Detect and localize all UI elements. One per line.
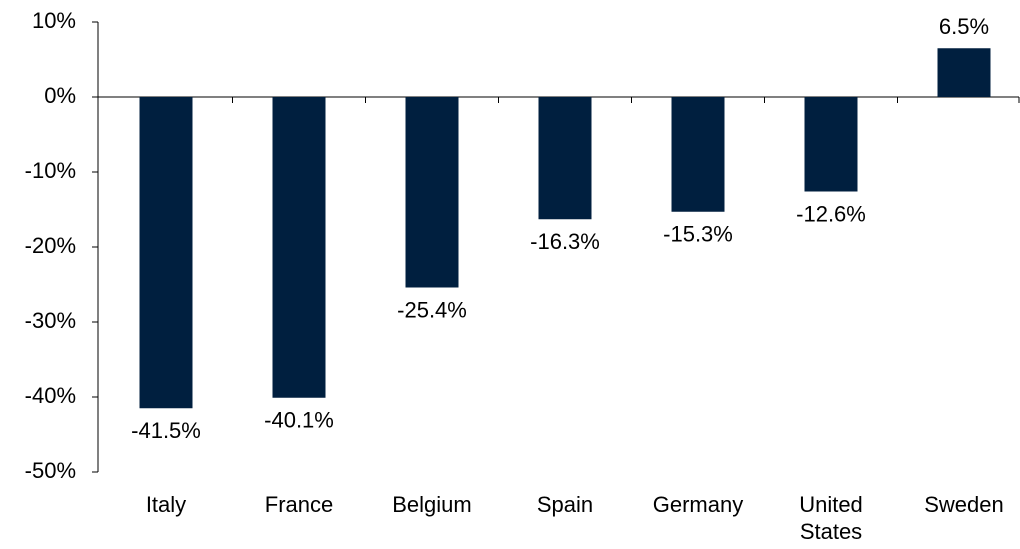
bar — [538, 97, 592, 220]
y-tick-label: -20% — [25, 233, 76, 258]
x-tick-label: France — [264, 492, 334, 517]
y-tick-label: -10% — [25, 158, 76, 183]
value-label: -16.3% — [530, 229, 600, 254]
x-tick-label: Spain — [536, 492, 594, 517]
y-tick-label: -50% — [25, 458, 76, 483]
bar — [405, 97, 459, 288]
x-tick-label: Germany — [652, 492, 744, 517]
y-tick-label: 10% — [32, 8, 76, 33]
y-tick-label: 0% — [44, 83, 76, 108]
value-label: -40.1% — [264, 408, 334, 433]
x-tick-label: Italy — [145, 492, 187, 517]
y-tick-label: -40% — [25, 383, 76, 408]
bar — [272, 97, 326, 398]
bar — [804, 97, 858, 192]
x-tick-label: United States — [799, 492, 863, 544]
value-label: -25.4% — [397, 297, 467, 322]
x-tick-label: Belgium — [392, 492, 472, 517]
y-tick-label: -30% — [25, 308, 76, 333]
value-label: -15.3% — [663, 222, 733, 247]
value-label: -12.6% — [796, 201, 866, 226]
bar — [671, 97, 725, 212]
value-label: 6.5% — [939, 14, 989, 39]
bar — [937, 48, 991, 97]
bar — [139, 97, 193, 409]
x-tick-label: Sweden — [924, 492, 1004, 517]
value-label: -41.5% — [131, 418, 201, 443]
